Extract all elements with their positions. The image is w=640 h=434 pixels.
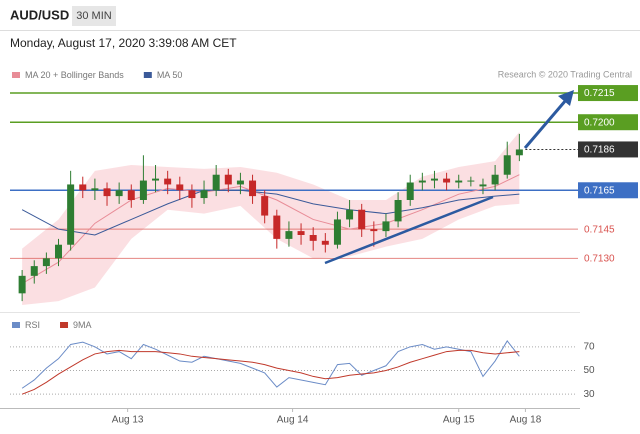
arrow-head (558, 90, 574, 106)
candle-body (406, 182, 414, 200)
trend-line (324, 195, 494, 265)
candle-body (224, 174, 232, 185)
level-label: 0.7215 (584, 88, 615, 99)
candle-body (467, 180, 475, 182)
candle-body (394, 200, 402, 222)
bollinger-band (22, 131, 520, 305)
candle-body (321, 240, 329, 245)
candle-body (285, 231, 293, 239)
candle-body (236, 180, 244, 185)
legend-label: MA 50 (157, 70, 183, 80)
level-label: 0.7200 (584, 117, 615, 128)
level-label: 0.7130 (584, 253, 615, 264)
arrow-shaft (523, 99, 568, 149)
plot-layer: MA 20 + Bollinger Bands MA 50 0.7215 0.7200… (10, 70, 638, 426)
candle-body (370, 229, 378, 232)
candle-body (176, 184, 184, 191)
x-tick-label: Aug 13 (112, 415, 144, 426)
candle-body (382, 221, 390, 232)
level-box (578, 141, 638, 158)
ma-line (21, 174, 520, 285)
level-label: 0.7186 (584, 145, 615, 156)
y-tick-label: 30 (583, 389, 595, 400)
candle-body (30, 266, 38, 276)
candle-body (443, 178, 451, 183)
legend-label: 9MA (73, 320, 92, 330)
candle-body (79, 184, 87, 191)
candle-body (139, 180, 147, 200)
candle-body (333, 219, 341, 245)
x-tick-label: Aug 15 (443, 415, 475, 426)
candle-body (212, 174, 220, 191)
candle-body (503, 155, 511, 175)
candle-body (297, 231, 305, 235)
y-tick-label: 50 (583, 365, 595, 376)
candle-body (127, 190, 135, 200)
indicator-line (21, 349, 520, 395)
x-tick-label: Aug 14 (277, 415, 309, 426)
candle-body (491, 174, 499, 185)
candle-body (455, 180, 463, 183)
candle-body (346, 209, 354, 220)
timeframe: 30 MIN (76, 10, 112, 22)
timestamp: Monday, August 17, 2020 3:39:08 AM CET (10, 36, 237, 50)
level-label: 0.7145 (584, 224, 615, 235)
symbol: AUD/USD (10, 7, 69, 22)
legend-swatch (60, 322, 69, 328)
candle-body (418, 180, 426, 183)
candle-body (309, 235, 317, 241)
ma-line (21, 189, 520, 236)
indicator-line (21, 340, 520, 389)
candle-body (115, 190, 123, 197)
candle-body (430, 178, 438, 181)
candle-body (164, 178, 172, 185)
legend-swatch (12, 322, 20, 328)
candle-body (55, 244, 63, 259)
candle-body (249, 180, 257, 197)
candle-body (152, 178, 160, 181)
candle-body (188, 190, 196, 199)
candle-body (273, 215, 281, 239)
level-box (578, 114, 638, 131)
legend-label: RSI (25, 320, 40, 330)
candle-body (358, 209, 366, 230)
legend-label: MA 20 + Bollinger Bands (25, 70, 124, 80)
legend-swatch (12, 72, 20, 78)
candle-body (200, 190, 208, 199)
candle-body (261, 196, 269, 216)
credit: Research © 2020 Trading Central (498, 69, 632, 79)
candle-body (515, 149, 523, 156)
timeframe-box (72, 6, 116, 26)
candle-body (42, 258, 50, 267)
level-box (578, 85, 638, 102)
level-label: 0.7165 (584, 185, 615, 196)
level-box (578, 182, 638, 199)
candle-body (91, 188, 99, 191)
x-tick-label: Aug 18 (510, 415, 542, 426)
candle-body (18, 275, 26, 294)
legend-swatch (143, 72, 152, 78)
candle-body (67, 184, 75, 245)
candle-body (103, 188, 111, 197)
candle-body (479, 184, 487, 187)
y-tick-label: 70 (583, 341, 595, 352)
